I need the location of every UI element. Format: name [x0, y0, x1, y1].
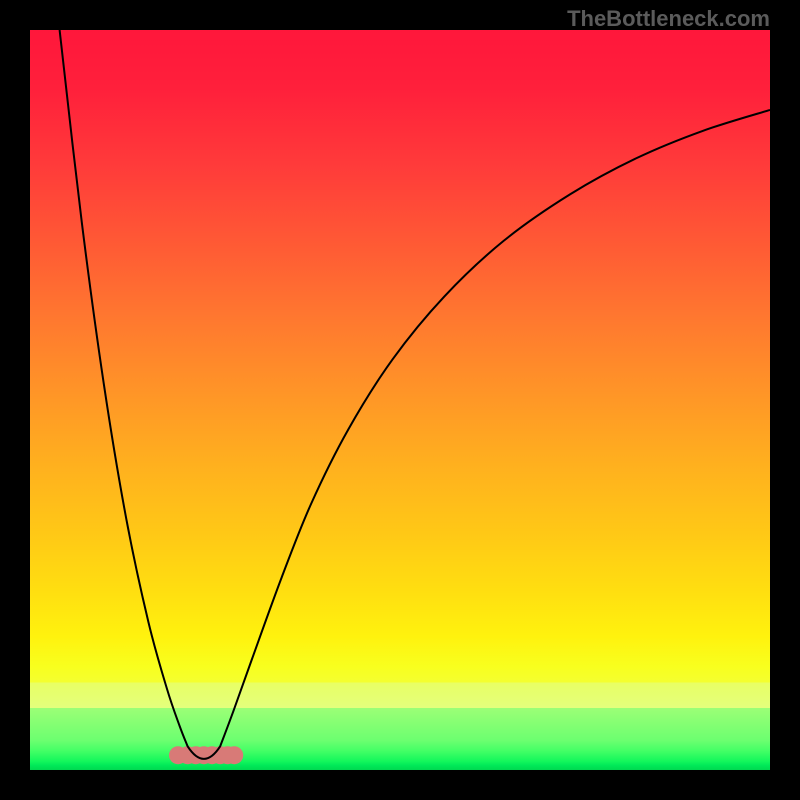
chart-svg	[0, 0, 800, 800]
watermark-text: TheBottleneck.com	[567, 6, 770, 32]
bottleneck-marker	[225, 746, 243, 764]
gradient-background	[30, 30, 770, 770]
